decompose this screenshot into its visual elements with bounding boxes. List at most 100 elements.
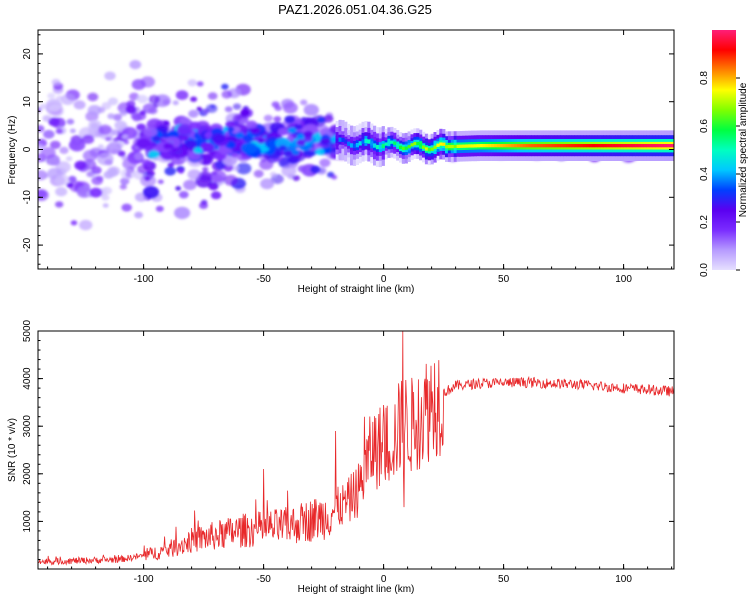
spectrogram-cell <box>322 138 330 144</box>
ridge-cell <box>335 138 339 143</box>
ridge-cell <box>390 140 394 144</box>
ridge-cell <box>430 147 434 151</box>
spectrogram-cell <box>42 115 52 122</box>
ridge-cell <box>609 144 613 148</box>
x-tick-label: -50 <box>256 274 271 285</box>
ridge-cell <box>517 144 521 148</box>
spectrogram-cell <box>225 120 236 128</box>
spectrogram-ylabel: Frequency (Hz) <box>7 116 18 185</box>
ridge-cell <box>672 144 674 148</box>
spectrogram-cell <box>162 99 171 106</box>
ridge-cell <box>629 144 633 148</box>
spectrogram-cell <box>130 112 141 120</box>
spectrogram-cell <box>137 124 145 130</box>
spectrogram-cell <box>56 95 63 101</box>
ridge-cell <box>566 144 570 148</box>
ridge-cell <box>488 144 492 148</box>
ridge-cell <box>482 144 486 148</box>
ridge-cell <box>531 144 535 148</box>
spectrogram-cell <box>269 171 277 177</box>
ridge-cell <box>407 145 411 149</box>
ridge-cell <box>419 143 423 147</box>
spectrogram-cell <box>310 165 321 174</box>
ridge-cell <box>626 144 630 148</box>
ridge-cell <box>511 144 515 148</box>
spectrogram-cell <box>101 102 112 110</box>
ridge-cell <box>658 144 662 148</box>
snr-xlabel: Height of straight line (km) <box>298 584 415 595</box>
spectrogram-cell <box>193 147 203 154</box>
ridge-cell <box>568 144 573 148</box>
spectrogram-cell <box>68 138 86 152</box>
spectrogram-cell <box>187 169 202 180</box>
spectrogram-cell <box>86 171 94 178</box>
spectrogram-cell <box>292 150 300 156</box>
spectrogram-cell <box>277 127 289 136</box>
spectrogram-cell <box>251 127 261 134</box>
spectrogram-cell <box>331 174 338 180</box>
spectrogram-cell <box>47 92 56 99</box>
spectrogram-cell <box>240 108 251 117</box>
spectrogram-cell <box>230 152 239 158</box>
ridge-cell <box>459 144 463 148</box>
spectrogram-cell <box>175 90 189 100</box>
ridge-cell <box>499 144 503 148</box>
ridge-cell <box>367 139 371 144</box>
ridge-cell <box>473 144 477 148</box>
spectrogram-ridge <box>335 119 674 168</box>
ridge-cell <box>433 145 437 149</box>
ridge-cell <box>663 144 668 148</box>
spectrogram-cell <box>108 140 122 150</box>
ridge-cell <box>632 144 636 148</box>
spectrogram-cell <box>221 83 229 90</box>
spectrogram-cell <box>281 165 297 177</box>
ridge-cell <box>479 144 483 148</box>
spectrogram-cell <box>253 169 264 178</box>
spectrogram-cell <box>134 211 144 219</box>
y-tick-label: 1000 <box>22 510 33 533</box>
spectrogram-cell <box>105 137 111 142</box>
ridge-cell <box>661 144 665 148</box>
spectrogram-cell <box>178 169 184 174</box>
colorbar-tick-label: 0.8 <box>699 71 710 85</box>
spectrogram-cell <box>211 133 225 144</box>
colorbar-label: Normalized spectral amplitude <box>738 82 749 217</box>
spectrogram-cell <box>70 220 78 226</box>
spectrogram-cell <box>102 203 109 208</box>
colorbar-tick-label: 0.0 <box>699 263 710 277</box>
x-tick-label: 100 <box>615 574 632 585</box>
spectrogram-cell <box>183 179 197 191</box>
spectrogram-cell <box>101 186 113 195</box>
ridge-cell <box>525 144 529 148</box>
spectrogram-cell <box>43 129 55 139</box>
spectrogram-cell <box>55 201 64 208</box>
spectrogram-cell <box>122 134 129 139</box>
ridge-cell <box>545 144 549 148</box>
ridge-cell <box>476 144 480 148</box>
spectrogram-cell <box>38 170 48 181</box>
ridge-cell <box>436 143 440 147</box>
ridge-cell <box>442 142 446 146</box>
ridge-cell <box>606 144 610 148</box>
ridge-cell <box>494 144 498 148</box>
spectrogram-cell <box>210 191 222 200</box>
spectrogram-cell <box>303 104 319 116</box>
spectrogram-cell <box>66 118 75 125</box>
spectrogram-cell <box>143 126 158 137</box>
ridge-cell <box>491 144 495 148</box>
spectrogram-cell <box>91 176 103 186</box>
snr-plot-area <box>38 331 674 569</box>
y-tick-label: 3000 <box>22 415 33 438</box>
ridge-cell <box>422 145 426 149</box>
ridge-cell <box>589 144 593 148</box>
spectrogram-cell <box>129 60 142 70</box>
spectrogram-cell <box>38 125 45 133</box>
spectrogram-cell <box>292 175 301 182</box>
x-tick-label: 50 <box>498 274 510 285</box>
ridge-cell <box>640 144 645 148</box>
x-tick-label: -100 <box>134 574 154 585</box>
ridge-cell <box>378 145 382 150</box>
ridge-cell <box>652 144 656 148</box>
ridge-cell <box>424 147 429 151</box>
